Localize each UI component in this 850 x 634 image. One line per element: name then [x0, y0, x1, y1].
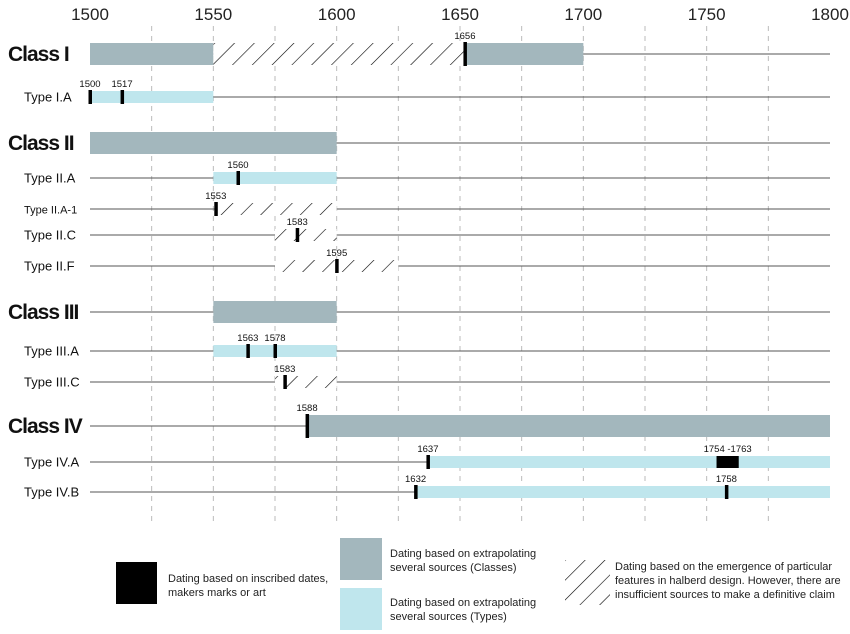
inscribed-mark: [273, 344, 277, 358]
date-label: 1656: [454, 31, 475, 42]
class-bar: [307, 415, 831, 437]
date-label: 1500: [79, 79, 100, 90]
type-bar: [427, 456, 830, 468]
date-label: 1632: [405, 474, 426, 485]
date-label: 1560: [227, 160, 248, 171]
row-label: Class I: [8, 43, 69, 66]
date-label: 1595: [326, 248, 347, 259]
row-label: Type II.C: [24, 228, 76, 243]
inscribed-mark: [236, 171, 240, 185]
x-tick-label: 1750: [688, 5, 726, 24]
row-class-iii: Class III: [8, 301, 830, 324]
date-label: 1754 -1763: [704, 444, 752, 455]
date-label: 1563: [237, 333, 258, 344]
row-class-iv: Class IV 1588: [8, 403, 831, 438]
x-tick-label: 1600: [318, 5, 356, 24]
row-label: Type IV.B: [24, 485, 79, 500]
hatch-bar: [275, 376, 337, 388]
timeline-rows: Class I 1656 Type I.A 1500 1517 Class II Type …: [8, 31, 831, 500]
date-label: 1517: [111, 79, 132, 90]
grid-lines: [151, 26, 769, 525]
date-label: 1588: [296, 403, 317, 414]
x-axis-ticks: 1500 1550 1600 1650 1700 1750 1800: [71, 5, 849, 24]
inscribed-mark: [335, 259, 339, 273]
legend-inscribed-text: Dating based on inscribed dates, makers …: [168, 573, 329, 599]
date-label: 1578: [264, 333, 285, 344]
type-bar: [90, 91, 214, 103]
class-bar: [90, 43, 214, 65]
inscribed-block: [716, 456, 739, 468]
legend-classes-text: Dating based on extrapolating several so…: [390, 548, 537, 574]
legend-types-text: Dating based on extrapolating several so…: [390, 597, 537, 623]
legend-classes-swatch: [340, 538, 382, 580]
row-label: Class II: [8, 132, 74, 155]
class-bar: [90, 132, 337, 154]
class-bar: [213, 301, 337, 323]
row-label: Type III.A: [24, 344, 79, 359]
hatch-bar: [275, 229, 337, 241]
inscribed-mark: [88, 90, 92, 104]
row-label: Type III.C: [24, 375, 80, 390]
legend-hatch-text: Dating based on the emergence of particu…: [615, 561, 841, 601]
row-label: Type I.A: [24, 90, 72, 105]
row-type-iv-a: Type IV.A 1754 -1763 1637: [24, 444, 830, 470]
legend-types-swatch: [340, 588, 382, 630]
row-type-iii-a: Type III.A 1563 1578: [24, 333, 830, 359]
row-label: Type II.A-1: [24, 205, 77, 217]
inscribed-mark: [246, 344, 250, 358]
inscribed-mark: [283, 375, 287, 389]
type-bar: [213, 172, 337, 184]
row-type-iv-b: Type IV.B 1632 1758: [24, 474, 830, 500]
row-label: Type II.A: [24, 171, 76, 186]
inscribed-mark: [305, 414, 310, 438]
row-type-i-a: Type I.A 1500 1517: [24, 79, 830, 105]
row-label: Class IV: [8, 415, 83, 438]
inscribed-mark: [295, 228, 300, 242]
inscribed-mark: [426, 455, 430, 469]
x-tick-label: 1550: [194, 5, 232, 24]
hatch-bar: [213, 43, 465, 65]
inscribed-mark: [214, 202, 218, 216]
row-type-ii-c: Type II.C 1583: [24, 217, 830, 243]
date-label: 1553: [205, 191, 226, 202]
inscribed-mark: [414, 485, 418, 499]
x-tick-label: 1500: [71, 5, 109, 24]
row-class-ii: Class II: [8, 132, 830, 155]
x-tick-label: 1650: [441, 5, 479, 24]
legend-hatch-swatch: [565, 560, 610, 605]
row-class-i: Class I 1656: [8, 31, 830, 66]
hatch-bar: [215, 203, 337, 215]
inscribed-mark: [463, 42, 467, 66]
date-label: 1583: [274, 364, 295, 375]
x-tick-label: 1800: [811, 5, 849, 24]
row-type-iii-c: Type III.C 1583: [24, 364, 830, 390]
row-type-ii-a-1: Type II.A-1 1553: [24, 191, 830, 217]
legend-inscribed-swatch: [116, 562, 157, 604]
type-bar: [415, 486, 830, 498]
class-bar: [464, 43, 584, 65]
x-tick-label: 1700: [564, 5, 602, 24]
inscribed-mark: [120, 90, 125, 104]
date-label: 1583: [287, 217, 308, 228]
inscribed-mark: [724, 485, 729, 499]
date-label: 1758: [716, 474, 737, 485]
row-type-ii-a: Type II.A 1560: [24, 160, 830, 186]
row-label: Type II.F: [24, 259, 75, 274]
date-label: 1637: [417, 444, 438, 455]
row-label: Class III: [8, 301, 79, 324]
row-type-ii-f: Type II.F 1595: [24, 248, 830, 274]
row-label: Type IV.A: [24, 455, 79, 470]
